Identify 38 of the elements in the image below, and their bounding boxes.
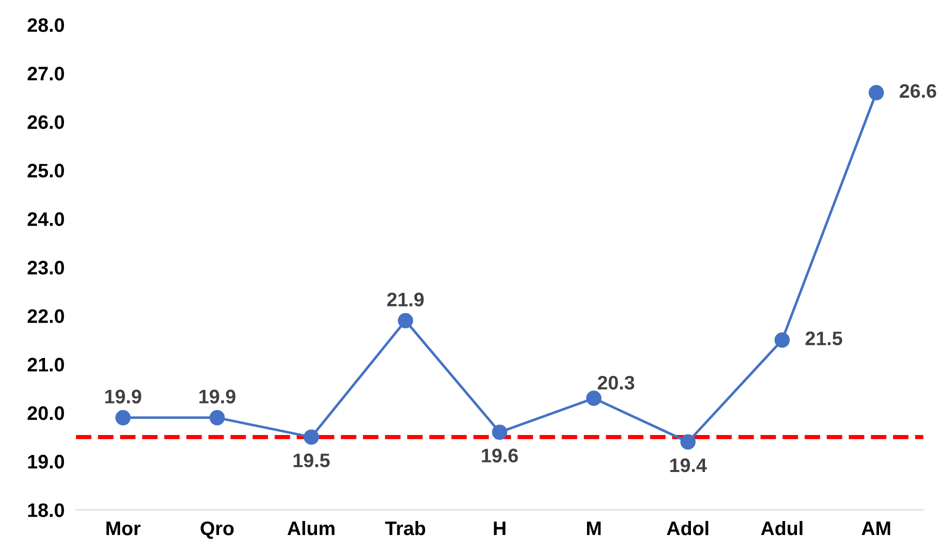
y-tick-label: 27.0 <box>28 66 64 80</box>
y-tick-label: 28.0 <box>28 18 64 32</box>
x-tick-label: Alum <box>288 520 334 536</box>
point <box>398 313 414 328</box>
data-label: 21.5 <box>806 332 842 346</box>
data-label: 19.4 <box>670 458 707 472</box>
data-label: 19.9 <box>105 390 142 404</box>
point <box>868 85 884 100</box>
y-tick-label: 19.0 <box>28 454 64 469</box>
x-tick-label: M <box>587 522 601 536</box>
point <box>774 332 790 348</box>
x-tick-label: Adol <box>666 520 708 536</box>
y-tick-label: 25.0 <box>28 164 64 178</box>
y-tick-label: 26.0 <box>28 115 64 130</box>
point <box>115 410 131 426</box>
y-tick-label: 21.0 <box>28 358 64 372</box>
x-tick-label: AM <box>862 522 890 536</box>
y-tick-label: 18.0 <box>28 503 64 518</box>
x-tick-label: Trab <box>385 520 426 536</box>
data-label: 19.5 <box>294 454 330 468</box>
point <box>492 424 508 440</box>
x-tick-label: H <box>494 522 506 536</box>
data-label: 19.6 <box>482 448 518 462</box>
y-tick-label: 20.0 <box>28 406 64 420</box>
point <box>304 429 319 445</box>
point <box>586 390 602 406</box>
y-tick-label: 23.0 <box>28 260 64 275</box>
x-tick-label: Qro <box>200 521 234 539</box>
x-tick-label: Adul <box>761 520 802 536</box>
data-label: 20.3 <box>598 376 634 390</box>
point <box>680 434 696 450</box>
data-label: 19.9 <box>199 390 236 404</box>
data-label: 21.9 <box>387 292 424 306</box>
point <box>210 410 225 426</box>
y-tick-label: 24.0 <box>28 212 64 226</box>
x-tick-label: Mor <box>106 522 141 536</box>
data-label: 26.6 <box>900 84 936 98</box>
y-tick-label: 22.0 <box>28 309 64 324</box>
